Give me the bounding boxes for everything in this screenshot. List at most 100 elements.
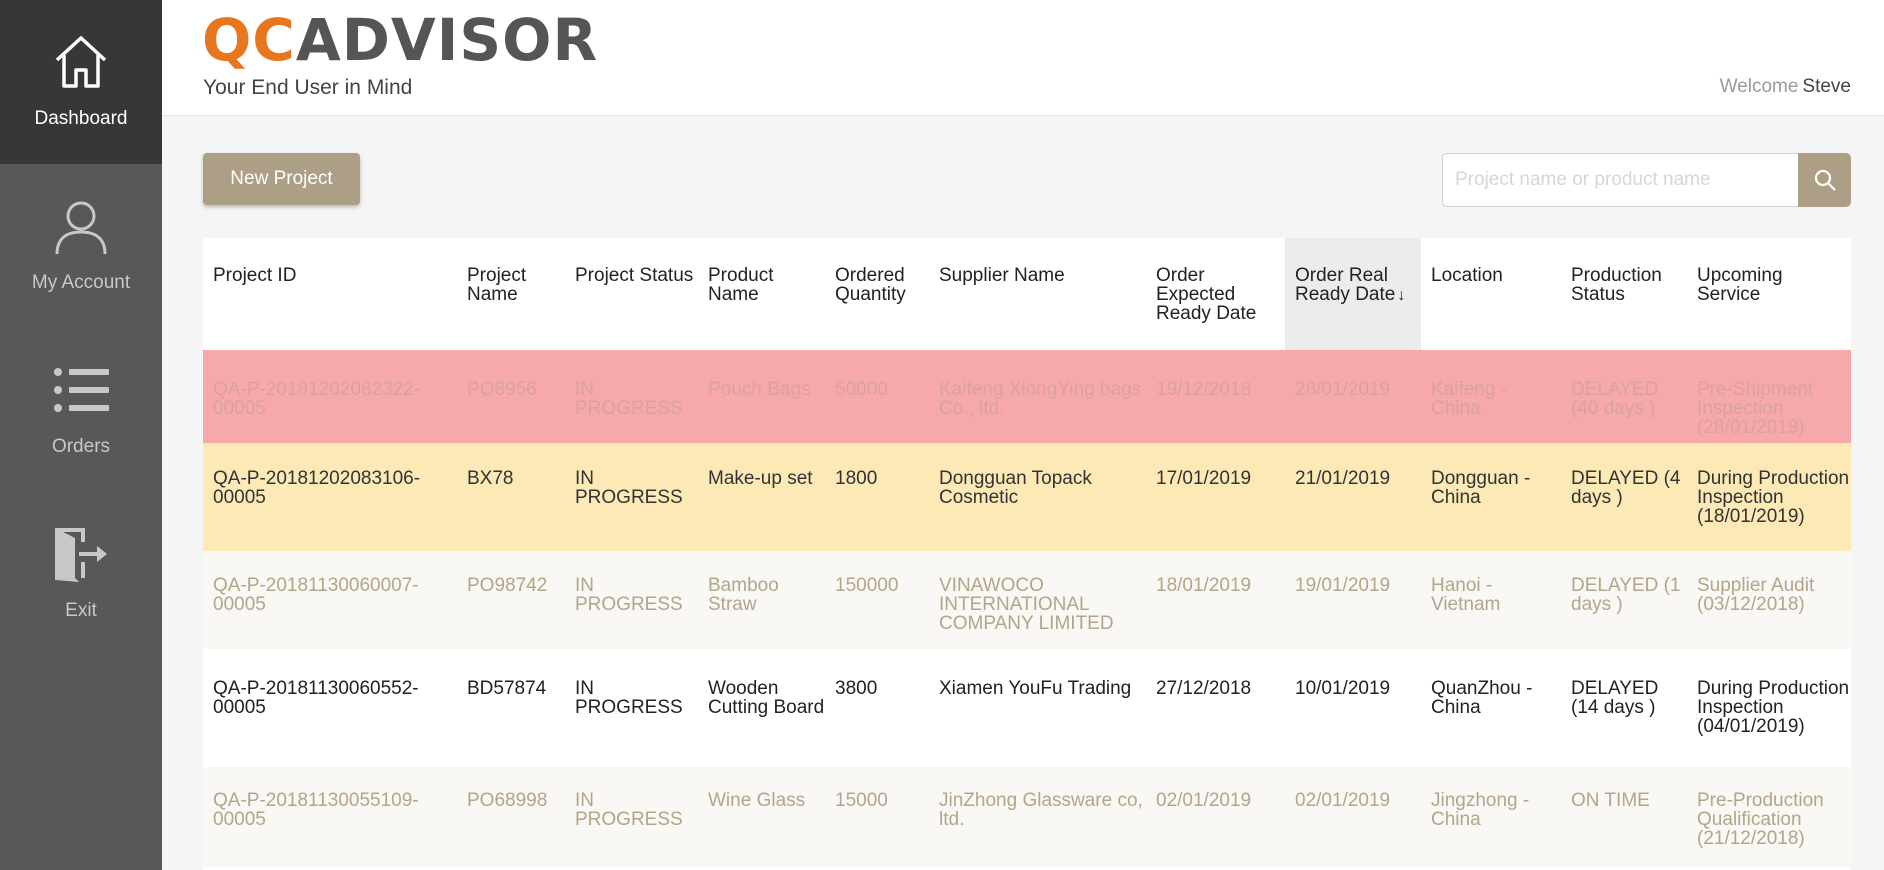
cell-upcoming-service: During Production Inspection (04/01/2019… bbox=[1687, 649, 1851, 767]
cell-project-status: IN PROGRESS bbox=[565, 551, 698, 649]
table-row[interactable]: QA-P-20181202083106-00005 BX78 IN PROGRE… bbox=[203, 443, 1851, 551]
cell-upcoming-service: Pre-Shipment Inspection (28/01/2019) bbox=[1687, 350, 1851, 443]
cell-product-name: Bamboo Straw bbox=[698, 551, 825, 649]
logo-advisor: ADVISOR bbox=[295, 6, 599, 74]
cell-project-name: PO68998 bbox=[457, 767, 565, 867]
logo[interactable]: QCADVISOR bbox=[202, 8, 598, 72]
cell-supplier-name: VINAWOCO INTERNATIONAL COMPANY LIMITED bbox=[929, 551, 1146, 649]
cell-project-id: QA-P-20181130060552-00005 bbox=[203, 649, 457, 767]
sidebar-item-label: Dashboard bbox=[34, 108, 128, 129]
table-row[interactable]: QA-P-20181130060007-00005 PO98742 IN PRO… bbox=[203, 551, 1851, 649]
cell-location: QuanZhou - China bbox=[1421, 649, 1561, 767]
table-header-row: Project ID Project Name Project Status P… bbox=[203, 238, 1851, 350]
list-icon bbox=[54, 368, 109, 412]
cell-ordered-quantity: 150000 bbox=[825, 551, 929, 649]
logo-qc: QC bbox=[202, 6, 296, 74]
sort-arrow-icon: ↓ bbox=[1397, 287, 1406, 304]
cell-project-id: QA-P-20181202083106-00005 bbox=[203, 443, 457, 551]
search-button[interactable] bbox=[1798, 153, 1851, 207]
sidebar: Dashboard My Account Orders Exit bbox=[0, 0, 162, 870]
projects-table: Project ID Project Name Project Status P… bbox=[203, 238, 1851, 870]
cell-supplier-name: Kaifeng XiongYing bags Co., ltd. bbox=[929, 350, 1146, 443]
cell-real-date: 10/01/2019 bbox=[1285, 649, 1421, 767]
cell-location: Jingzhong - China bbox=[1421, 767, 1561, 867]
cell-product-name: Wine Glass bbox=[698, 767, 825, 867]
welcome-message: Welcome Steve bbox=[1720, 76, 1851, 98]
cell-project-id: QA-P-20181130060007-00005 bbox=[203, 551, 457, 649]
column-header-upcoming-service[interactable]: Upcoming Service bbox=[1697, 265, 1783, 305]
cell-real-date: 19/01/2019 bbox=[1285, 551, 1421, 649]
cell-project-status: IN PROGRESS bbox=[565, 443, 698, 551]
cell-product-name: Make-up set bbox=[698, 443, 825, 551]
cell-expected-date: 17/01/2019 bbox=[1146, 443, 1285, 551]
table-row[interactable]: QA-P-20181130055109-00005 PO68998 IN PRO… bbox=[203, 767, 1851, 867]
cell-product-name: Wooden Cutting Board bbox=[698, 649, 825, 767]
table-row[interactable]: QA-P-20181202082322-00005 PO8956 IN PROG… bbox=[203, 350, 1851, 443]
sidebar-item-my-account[interactable]: My Account bbox=[0, 164, 162, 328]
cell-project-name: PO98742 bbox=[457, 551, 565, 649]
cell-production-status: DELAYED (40 days ) bbox=[1561, 350, 1687, 443]
column-header-ordered-quantity[interactable]: Ordered Quantity bbox=[835, 265, 906, 305]
cell-project-name: BD57874 bbox=[457, 649, 565, 767]
search-bar bbox=[1442, 153, 1851, 207]
user-icon bbox=[55, 201, 107, 255]
column-header-order-real-ready-date[interactable]: Order Real Ready Date ↓ bbox=[1285, 238, 1421, 350]
exit-icon bbox=[55, 528, 107, 582]
cell-ordered-quantity: 3800 bbox=[825, 649, 929, 767]
cell-production-status: DELAYED (14 days ) bbox=[1561, 649, 1687, 767]
table-row[interactable]: QA-P-20181130060552-00005 BD57874 IN PRO… bbox=[203, 649, 1851, 767]
cell-supplier-name: Dongguan Topack Cosmetic bbox=[929, 443, 1146, 551]
cell-project-status: IN PROGRESS bbox=[565, 649, 698, 767]
cell-expected-date: 27/12/2018 bbox=[1146, 649, 1285, 767]
new-project-button[interactable]: New Project bbox=[203, 153, 360, 205]
cell-project-status: IN PROGRESS bbox=[565, 350, 698, 443]
cell-ordered-quantity: 1800 bbox=[825, 443, 929, 551]
cell-production-status: DELAYED (4 days ) bbox=[1561, 443, 1687, 551]
column-header-project-status[interactable]: Project Status bbox=[575, 265, 694, 286]
cell-expected-date: 18/01/2019 bbox=[1146, 551, 1285, 649]
cell-upcoming-service: Pre-Production Qualification (21/12/2018… bbox=[1687, 767, 1851, 867]
sidebar-item-dashboard[interactable]: Dashboard bbox=[0, 0, 162, 164]
user-name[interactable]: Steve bbox=[1802, 76, 1851, 97]
cell-project-id: QA-P-20181130055109-00005 bbox=[203, 767, 457, 867]
cell-expected-date: 02/01/2019 bbox=[1146, 767, 1285, 867]
sidebar-item-exit[interactable]: Exit bbox=[0, 492, 162, 656]
column-header-order-expected-ready-date[interactable]: Order Expected Ready Date bbox=[1156, 265, 1257, 324]
column-header-location[interactable]: Location bbox=[1431, 265, 1503, 286]
search-icon bbox=[1814, 169, 1836, 191]
cell-project-status: IN PROGRESS bbox=[565, 767, 698, 867]
sidebar-item-label: My Account bbox=[31, 272, 131, 293]
cell-supplier-name: JinZhong Glassware co, ltd. bbox=[929, 767, 1146, 867]
cell-project-name: PO8956 bbox=[457, 350, 565, 443]
home-icon bbox=[55, 36, 107, 88]
cell-ordered-quantity: 15000 bbox=[825, 767, 929, 867]
search-input[interactable] bbox=[1442, 153, 1798, 207]
header: QCADVISOR Your End User in Mind Welcome S… bbox=[162, 0, 1884, 116]
cell-expected-date: 19/12/2018 bbox=[1146, 350, 1285, 443]
cell-project-id: QA-P-20181202082322-00005 bbox=[203, 350, 457, 443]
column-header-production-status[interactable]: Production Status bbox=[1571, 265, 1662, 305]
cell-ordered-quantity: 50000 bbox=[825, 350, 929, 443]
column-header-project-id[interactable]: Project ID bbox=[213, 265, 297, 286]
sidebar-item-label: Exit bbox=[65, 600, 97, 621]
welcome-label: Welcome bbox=[1719, 76, 1799, 97]
cell-real-date: 28/01/2019 bbox=[1285, 350, 1421, 443]
cell-location: Kaifeng - China bbox=[1421, 350, 1561, 443]
cell-upcoming-service: During Production Inspection (18/01/2019… bbox=[1687, 443, 1851, 551]
sidebar-item-orders[interactable]: Orders bbox=[0, 328, 162, 492]
column-header-label: Order Real Ready Date bbox=[1295, 265, 1396, 305]
cell-upcoming-service: Supplier Audit (03/12/2018) bbox=[1687, 551, 1851, 649]
cell-production-status: DELAYED (1 days ) bbox=[1561, 551, 1687, 649]
cell-real-date: 21/01/2019 bbox=[1285, 443, 1421, 551]
cell-location: Hanoi - Vietnam bbox=[1421, 551, 1561, 649]
column-header-project-name[interactable]: Project Name bbox=[467, 265, 527, 305]
cell-location: Dongguan - China bbox=[1421, 443, 1561, 551]
cell-product-name: Pouch Bags bbox=[698, 350, 825, 443]
cell-project-name: BX78 bbox=[457, 443, 565, 551]
column-header-supplier-name[interactable]: Supplier Name bbox=[939, 265, 1065, 286]
cell-production-status: ON TIME bbox=[1561, 767, 1687, 867]
column-header-product-name[interactable]: Product Name bbox=[708, 265, 774, 305]
cell-real-date: 02/01/2019 bbox=[1285, 767, 1421, 867]
cell-supplier-name: Xiamen YouFu Trading bbox=[929, 649, 1146, 767]
sidebar-item-label: Orders bbox=[51, 436, 111, 457]
